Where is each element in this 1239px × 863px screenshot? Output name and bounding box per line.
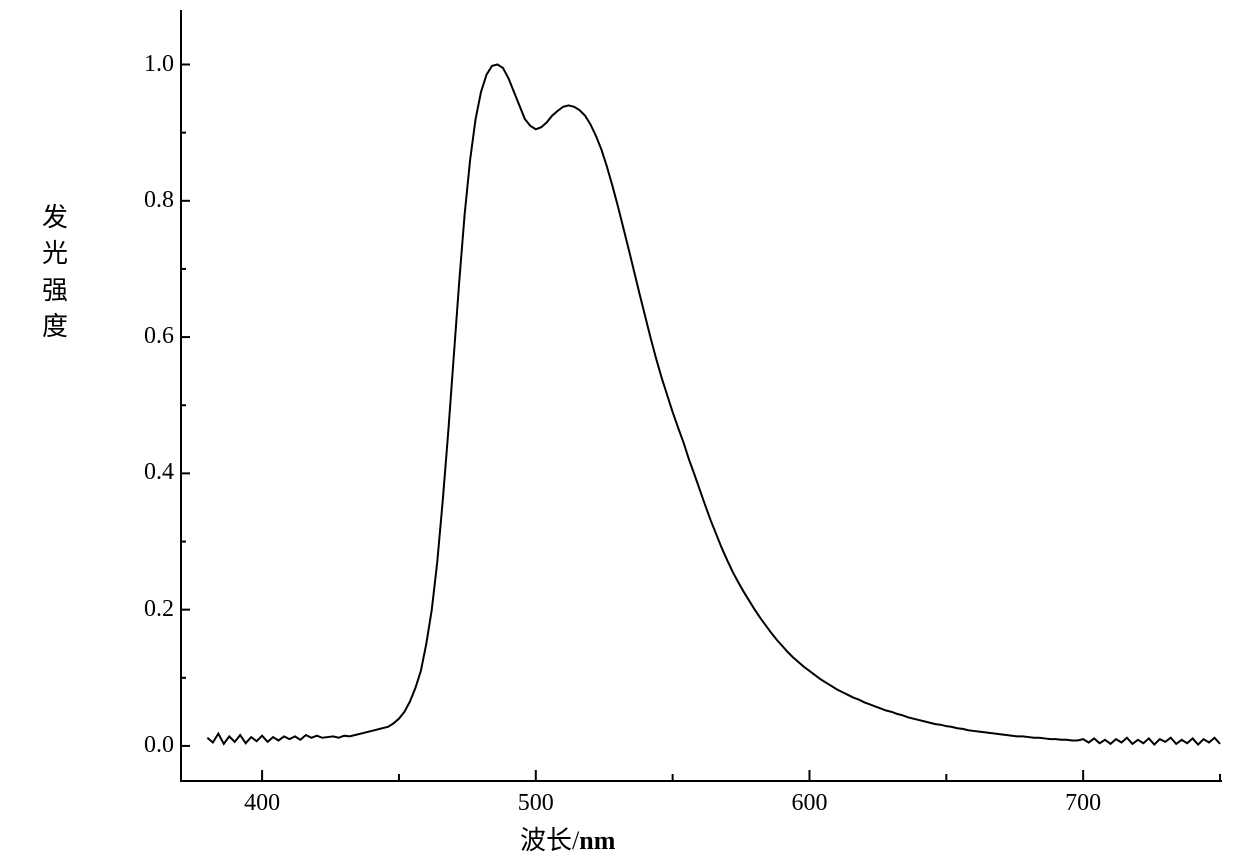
y-tick-label: 0.6 [124, 323, 174, 350]
spectrum-chart: 发光强度 波长/nm 0.0 0.2 0.4 0.6 0.8 1.0 400 500 600 7… [0, 0, 1239, 863]
x-axis-label-prefix: 波长/ [520, 826, 579, 855]
y-tick-label: 0.4 [124, 459, 174, 486]
y-axis-label: 发光强度 [40, 200, 70, 346]
plot-svg [180, 10, 1220, 780]
y-tick-label: 1.0 [124, 51, 174, 78]
x-axis-label-unit: nm [579, 826, 615, 855]
x-tick-label: 700 [1053, 790, 1113, 817]
spectrum-line [207, 65, 1220, 745]
y-tick-label: 0.0 [124, 732, 174, 759]
x-tick-label: 600 [779, 790, 839, 817]
x-tick-label: 500 [506, 790, 566, 817]
x-tick-label: 400 [232, 790, 292, 817]
y-tick-label: 0.2 [124, 596, 174, 623]
x-axis-label: 波长/nm [520, 820, 615, 857]
y-tick-label: 0.8 [124, 187, 174, 214]
